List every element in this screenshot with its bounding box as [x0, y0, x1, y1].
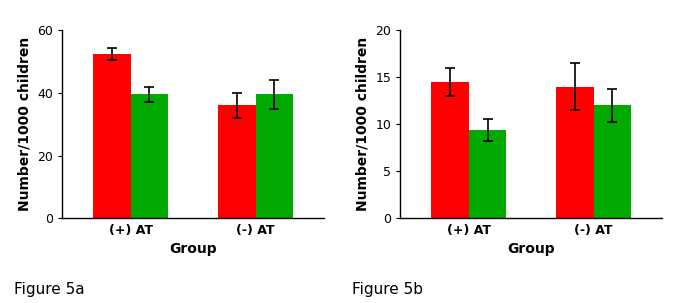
Y-axis label: Number/1000 children: Number/1000 children: [18, 37, 32, 211]
Bar: [593, 105, 631, 218]
Bar: [218, 105, 255, 218]
Bar: [431, 82, 469, 218]
X-axis label: Group: Group: [169, 242, 217, 256]
Y-axis label: Number/1000 children: Number/1000 children: [356, 37, 370, 211]
X-axis label: Group: Group: [507, 242, 555, 256]
Bar: [93, 54, 131, 218]
Bar: [469, 130, 506, 218]
Bar: [556, 87, 593, 218]
Bar: [131, 95, 168, 218]
Text: Figure 5a: Figure 5a: [14, 282, 84, 297]
Text: Figure 5b: Figure 5b: [352, 282, 423, 297]
Bar: [255, 95, 293, 218]
